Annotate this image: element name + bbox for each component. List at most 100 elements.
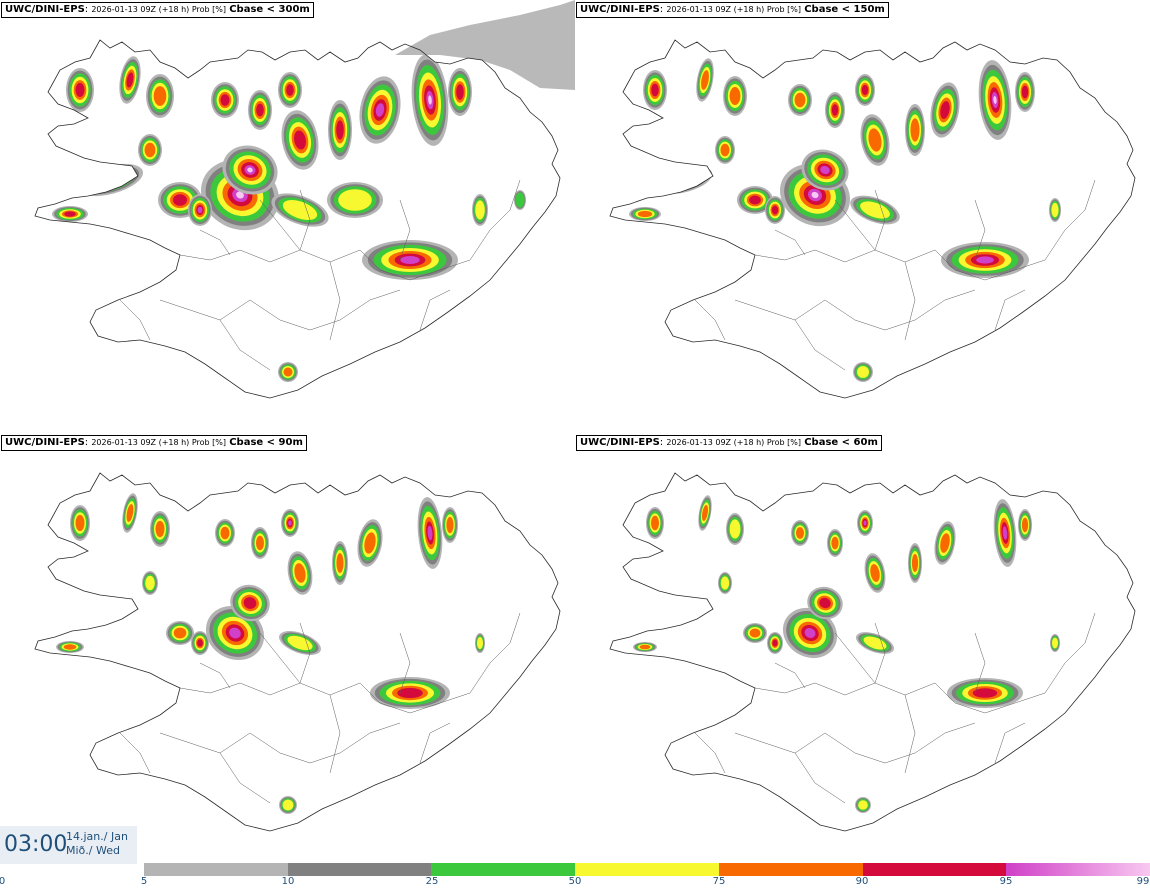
probability-contour xyxy=(286,84,294,96)
road-line xyxy=(794,319,846,371)
road-line xyxy=(419,289,451,331)
variable-threshold: Cbase < 300m xyxy=(229,4,310,15)
probability-contour xyxy=(197,639,203,647)
probability-contour xyxy=(197,206,203,214)
probability-contour xyxy=(720,143,730,157)
iceland-probability-map xyxy=(34,0,575,399)
probability-contour xyxy=(456,84,464,100)
coastline xyxy=(34,472,561,832)
probability-contour xyxy=(287,635,313,651)
probability-contour xyxy=(831,536,839,550)
probability-contour xyxy=(1002,526,1008,540)
probability-contour xyxy=(144,142,156,158)
road-line xyxy=(469,179,521,261)
road-line xyxy=(774,662,806,689)
road-line xyxy=(199,229,231,256)
road-line xyxy=(734,299,826,321)
probability-contour xyxy=(103,176,117,184)
probability-contour xyxy=(870,564,880,582)
probability-contour xyxy=(911,554,919,572)
probability-contour xyxy=(676,608,694,618)
iceland-probability-map xyxy=(609,39,1136,399)
road-line xyxy=(219,752,271,804)
probability-contour xyxy=(247,167,253,173)
variable-threshold: Cbase < 60m xyxy=(804,437,878,448)
probability-contour xyxy=(173,627,187,639)
road-line xyxy=(694,299,726,341)
road-line xyxy=(299,189,311,251)
probability-contour xyxy=(804,627,816,639)
probability-contour xyxy=(63,644,77,650)
map-panel-150m: UWC/DINI-EPS: 2026-01-13 09Z (+18 h) Pro… xyxy=(575,0,1150,433)
probability-contour xyxy=(820,165,830,175)
colorbar-tick-label: 95 xyxy=(999,876,1013,887)
coastline xyxy=(34,39,561,399)
probability-contour xyxy=(860,201,890,219)
road-line xyxy=(874,189,886,251)
model-name: UWC/DINI-EPS xyxy=(5,4,85,15)
probability-contour xyxy=(701,70,709,90)
colorbar-tick-label: 99 xyxy=(1136,876,1150,887)
road-line xyxy=(994,722,1026,764)
panel-label: UWC/DINI-EPS: 2026-01-13 09Z (+18 h) Pro… xyxy=(576,435,882,451)
probability-contour xyxy=(670,605,700,621)
valid-time-box: 03:00 14.jan./ Jan Mið./ Wed xyxy=(0,826,137,864)
run-info: 2026-01-13 09Z (+18 h) Prob [%] xyxy=(666,5,802,14)
probability-contour xyxy=(288,520,292,526)
probability-contour xyxy=(75,514,85,532)
probability-contour xyxy=(667,604,703,622)
road-line xyxy=(904,694,916,774)
probability-contour xyxy=(283,367,293,377)
road-line xyxy=(329,694,341,774)
road-line xyxy=(249,289,401,331)
date-line: 14.jan./ Jan xyxy=(66,830,128,843)
model-name: UWC/DINI-EPS xyxy=(5,437,85,448)
iceland-probability-map xyxy=(609,472,1136,832)
road-line xyxy=(1044,612,1096,694)
colorbar-tick-label: 10 xyxy=(281,876,295,887)
colorbar-segment xyxy=(862,863,1007,876)
road-line xyxy=(329,261,341,341)
road-line xyxy=(119,732,151,774)
probability-contour xyxy=(375,103,385,117)
road-line xyxy=(974,632,986,694)
valid-date: 14.jan./ Jan Mið./ Wed xyxy=(66,830,128,858)
probability-contour xyxy=(126,72,134,88)
road-line xyxy=(934,682,1046,714)
road-line xyxy=(359,249,471,281)
probability-contour xyxy=(940,533,950,553)
probability-contour xyxy=(93,604,127,622)
colorbar-tick-label: 0 xyxy=(0,876,6,887)
probability-contour xyxy=(173,194,187,206)
model-name: UWC/DINI-EPS xyxy=(580,4,660,15)
probability-contour xyxy=(857,366,869,378)
probability-contour xyxy=(868,128,882,152)
probability-contour xyxy=(651,515,659,531)
probability-contour xyxy=(729,519,741,539)
probability-contour xyxy=(126,504,134,522)
probability-contour xyxy=(1052,637,1058,649)
probability-contour xyxy=(155,520,165,538)
road-line xyxy=(259,632,301,684)
probability-contour xyxy=(294,563,306,583)
run-info: 2026-01-13 09Z (+18 h) Prob [%] xyxy=(91,438,227,447)
map-panel-60m: UWC/DINI-EPS: 2026-01-13 09Z (+18 h) Pro… xyxy=(575,433,1150,866)
probability-contour xyxy=(103,609,117,617)
probability-contour xyxy=(771,205,779,215)
probability-contour xyxy=(678,609,692,617)
road-line xyxy=(159,732,251,754)
map-panel-90m: UWC/DINI-EPS: 2026-01-13 09Z (+18 h) Pro… xyxy=(0,433,575,866)
road-line xyxy=(419,722,451,764)
probability-colorbar xyxy=(144,863,1150,876)
colorbar-tick-label: 5 xyxy=(140,876,148,887)
road-line xyxy=(904,261,916,341)
road-line xyxy=(834,199,876,251)
probability-contour xyxy=(676,175,694,185)
colorbar-tick-label: 90 xyxy=(855,876,869,887)
probability-contour xyxy=(729,87,741,105)
probability-contour xyxy=(446,516,454,534)
road-line xyxy=(834,632,876,684)
probability-contour xyxy=(679,177,691,183)
road-line xyxy=(994,289,1026,331)
probability-contour xyxy=(1021,517,1029,533)
